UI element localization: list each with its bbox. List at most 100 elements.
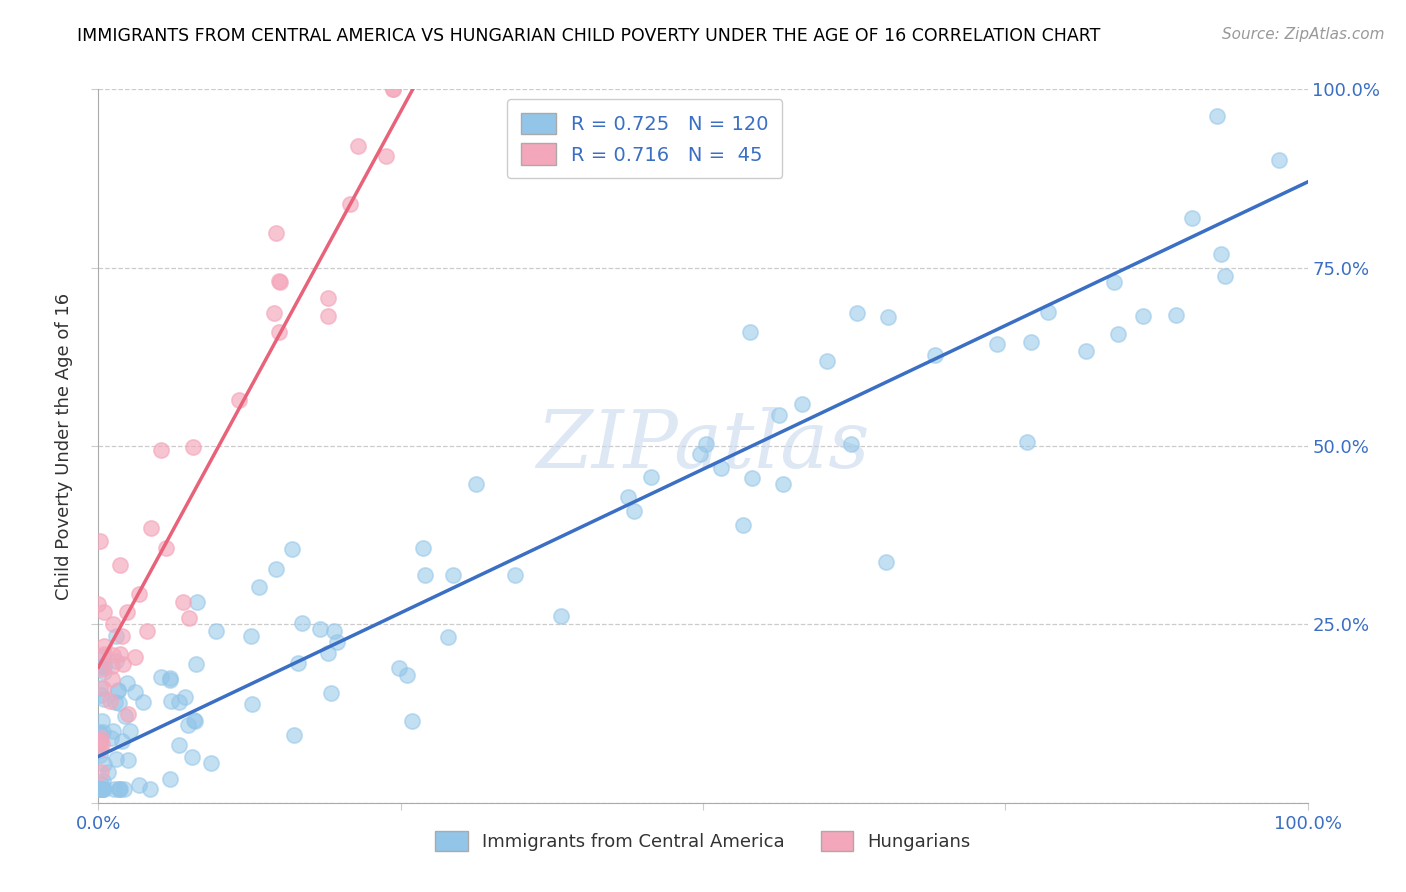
Point	[104, 695, 127, 709]
Point	[111, 734, 134, 748]
Point	[103, 616, 125, 631]
Point	[111, 629, 134, 643]
Point	[875, 555, 897, 569]
Point	[117, 753, 139, 767]
Point	[740, 325, 762, 339]
Point	[90, 781, 112, 796]
Point	[228, 392, 250, 407]
Point	[124, 649, 146, 664]
Point	[87, 731, 110, 746]
Point	[815, 354, 838, 368]
Point	[89, 781, 111, 796]
Point	[89, 534, 111, 549]
Point	[141, 521, 163, 535]
Point	[117, 706, 139, 721]
Point	[689, 447, 711, 461]
Point	[1017, 434, 1039, 449]
Point	[90, 765, 112, 780]
Point	[128, 778, 150, 792]
Point	[87, 733, 110, 747]
Point	[159, 672, 181, 686]
Point	[87, 734, 110, 748]
Point	[115, 676, 138, 690]
Point	[110, 781, 132, 796]
Point	[90, 727, 112, 741]
Point	[93, 605, 115, 619]
Point	[412, 541, 434, 556]
Point	[1206, 108, 1229, 122]
Point	[179, 611, 201, 625]
Point	[846, 306, 869, 320]
Point	[90, 781, 112, 796]
Point	[267, 326, 290, 340]
Point	[183, 713, 205, 727]
Point	[93, 639, 115, 653]
Point	[172, 595, 194, 609]
Point	[321, 686, 343, 700]
Point	[263, 305, 285, 319]
Point	[184, 714, 207, 728]
Point	[839, 437, 862, 451]
Text: Source: ZipAtlas.com: Source: ZipAtlas.com	[1222, 27, 1385, 42]
Point	[91, 737, 114, 751]
Point	[159, 772, 181, 786]
Point	[115, 605, 138, 619]
Point	[111, 657, 134, 672]
Point	[401, 714, 423, 729]
Point	[1213, 268, 1236, 283]
Point	[413, 567, 436, 582]
Point	[240, 629, 263, 643]
Point	[90, 731, 112, 745]
Point	[316, 310, 339, 324]
Point	[103, 781, 125, 796]
Point	[91, 781, 114, 796]
Point	[150, 442, 173, 457]
Point	[200, 756, 222, 770]
Point	[91, 725, 114, 739]
Point	[98, 694, 121, 708]
Point	[89, 747, 111, 762]
Point	[93, 756, 115, 771]
Point	[177, 717, 200, 731]
Point	[93, 781, 115, 796]
Point	[924, 348, 946, 362]
Point	[87, 781, 110, 796]
Point	[247, 581, 270, 595]
Point	[623, 504, 645, 518]
Text: IMMIGRANTS FROM CENTRAL AMERICA VS HUNGARIAN CHILD POVERTY UNDER THE AGE OF 16 C: IMMIGRANTS FROM CENTRAL AMERICA VS HUNGA…	[77, 27, 1101, 45]
Point	[93, 659, 115, 673]
Point	[264, 226, 287, 240]
Point	[347, 139, 370, 153]
Point	[89, 681, 111, 695]
Point	[322, 624, 344, 638]
Point	[1268, 153, 1291, 168]
Point	[107, 684, 129, 698]
Point	[184, 657, 207, 671]
Point	[100, 672, 122, 686]
Point	[640, 470, 662, 484]
Point	[112, 781, 135, 796]
Point	[90, 662, 112, 676]
Point	[382, 82, 405, 96]
Point	[104, 752, 127, 766]
Point	[374, 149, 396, 163]
Point	[91, 714, 114, 728]
Point	[101, 648, 124, 662]
Point	[741, 470, 763, 484]
Point	[316, 291, 339, 305]
Point	[733, 517, 755, 532]
Point	[772, 476, 794, 491]
Point	[1164, 308, 1187, 322]
Point	[695, 437, 717, 451]
Point	[181, 440, 204, 454]
Point	[790, 397, 813, 411]
Point	[388, 661, 411, 675]
Point	[93, 647, 115, 661]
Point	[89, 736, 111, 750]
Point	[269, 275, 291, 289]
Point	[91, 648, 114, 663]
Point	[1019, 335, 1042, 350]
Point	[107, 696, 129, 710]
Point	[437, 630, 460, 644]
Point	[617, 491, 640, 505]
